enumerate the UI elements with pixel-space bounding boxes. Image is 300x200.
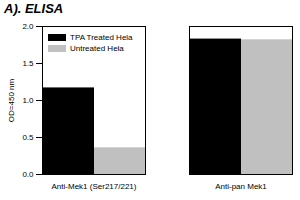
html-text:TPA Treated Hela: TPA Treated Hela [70, 33, 133, 42]
svg-text:0.0: 0.0 [22, 170, 34, 179]
svg-text:Anti-pan Mek1: Anti-pan Mek1 [215, 182, 267, 191]
html-text:Untreated Hela: Untreated Hela [70, 44, 124, 53]
svg-text:2.0: 2.0 [22, 22, 34, 31]
svg-text:Anti-Mek1 (Ser217/221): Anti-Mek1 (Ser217/221) [52, 182, 137, 191]
svg-text:OD=450 nm: OD=450 nm [7, 78, 16, 122]
html-text:A). ELISA: A). ELISA [4, 1, 64, 16]
svg-text:1.5: 1.5 [22, 59, 34, 68]
svg-text:0.5: 0.5 [22, 133, 34, 142]
svg-text:1.0: 1.0 [22, 96, 34, 105]
